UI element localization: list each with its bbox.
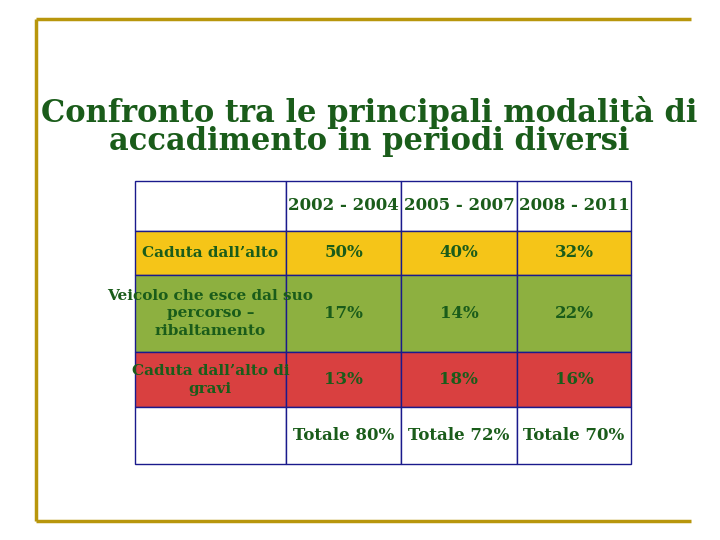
Text: Veicolo che esce dal suo
percorso –
ribaltamento: Veicolo che esce dal suo percorso – riba… [107,289,313,338]
Text: accadimento in periodi diversi: accadimento in periodi diversi [109,126,629,157]
Bar [286,407,401,464]
Text: Totale 70%: Totale 70% [523,427,624,444]
Bar [516,181,631,231]
Bar [401,181,516,231]
Bar [516,407,631,464]
Bar [286,181,401,231]
Text: 2002 - 2004: 2002 - 2004 [288,198,399,214]
Text: 50%: 50% [324,244,363,261]
Text: 13%: 13% [324,372,363,388]
Bar [516,274,631,352]
Bar [286,352,401,407]
Text: 17%: 17% [324,305,363,322]
Text: 16%: 16% [554,372,593,388]
Text: 2008 - 2011: 2008 - 2011 [518,198,629,214]
Text: 18%: 18% [439,372,478,388]
Bar [401,352,516,407]
Bar [135,231,286,274]
Bar [135,181,286,231]
Text: 40%: 40% [439,244,478,261]
Text: Caduta dall’alto di
gravi: Caduta dall’alto di gravi [132,364,289,395]
Text: Confronto tra le principali modalità di: Confronto tra le principali modalità di [41,96,697,129]
Bar [401,231,516,274]
Text: Caduta dall’alto: Caduta dall’alto [143,246,279,260]
Text: 32%: 32% [554,244,593,261]
Bar [516,231,631,274]
Bar [516,352,631,407]
Bar [286,231,401,274]
Bar [401,274,516,352]
Bar [286,274,401,352]
Text: Totale 80%: Totale 80% [293,427,395,444]
Text: 22%: 22% [554,305,593,322]
Bar [135,352,286,407]
Bar [135,407,286,464]
Text: 14%: 14% [439,305,478,322]
Text: 2005 - 2007: 2005 - 2007 [403,198,514,214]
Bar [135,274,286,352]
Text: Totale 72%: Totale 72% [408,427,510,444]
Bar [401,407,516,464]
